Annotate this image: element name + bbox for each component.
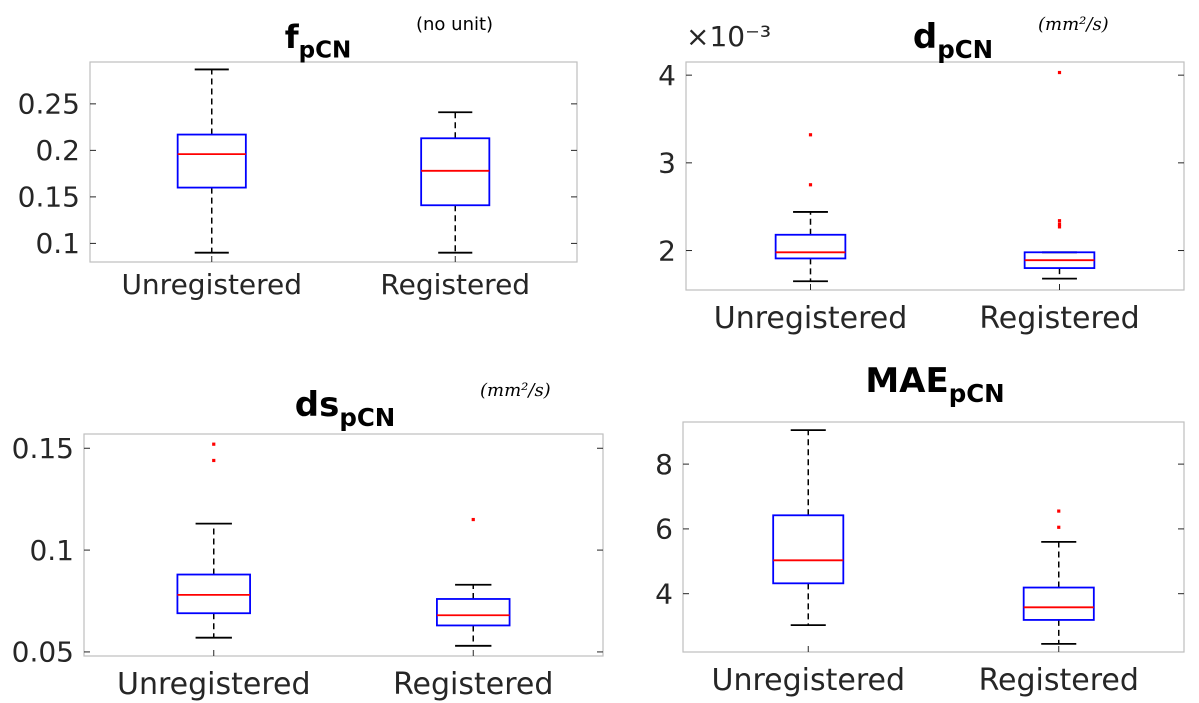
axis-exponent-label: ×10⁻³ [686, 20, 771, 53]
y-tick-label: 0.15 [18, 181, 80, 214]
chart-title: fpCN [285, 18, 352, 64]
axes-box [685, 61, 1185, 291]
outlier-point [212, 458, 216, 463]
chart-panel-2: 2 3 4 Unregistered Registered dpCN (mm²/s) ×10⁻… [658, 14, 1185, 336]
title-subscript: pCN [937, 35, 993, 64]
y-tick-label: 6 [655, 513, 673, 546]
title-main: f [285, 18, 300, 56]
x-category-label: Unregistered [711, 663, 905, 698]
chart-panel-4: 4 6 8 Unregistered Registered MAEpCN [655, 361, 1185, 698]
x-category-label: Registered [979, 301, 1139, 336]
outlier-point [1057, 70, 1062, 75]
iqr-box [774, 233, 847, 260]
box-unregistered [774, 133, 847, 283]
box-unregistered [176, 68, 247, 254]
x-category-label: Registered [380, 268, 530, 301]
title-subscript: pCN [339, 403, 395, 432]
iqr-box [1022, 586, 1095, 621]
y-tick-label: 2 [658, 234, 676, 267]
title-subscript: pCN [299, 38, 352, 64]
chart-title: dspCN [295, 385, 396, 432]
y-tick-label: 0.25 [18, 88, 80, 121]
x-category-label: Unregistered [121, 268, 302, 301]
y-tick-label: 8 [655, 448, 673, 481]
outlier-point [1057, 225, 1062, 229]
title-main: d [913, 17, 937, 57]
box-registered [1023, 70, 1096, 280]
outlier-point [212, 442, 216, 446]
unit-label: (mm²/s) [480, 380, 551, 401]
y-tick-label: 0.1 [29, 534, 74, 567]
unit-label: (mm²/s) [1038, 14, 1109, 35]
x-category-label: Unregistered [117, 667, 311, 702]
unit-label: (no unit) [416, 14, 493, 35]
x-category-label: Registered [979, 663, 1139, 698]
x-category-label: Registered [393, 667, 553, 702]
chart-title: MAEpCN [865, 361, 1004, 408]
outlier-point [1057, 222, 1062, 226]
box-registered [420, 111, 491, 254]
box-registered [1022, 509, 1095, 645]
y-tick-label: 4 [658, 59, 676, 92]
y-tick-label: 0.15 [12, 432, 74, 465]
outlier-point [471, 517, 475, 522]
title-subscript: pCN [949, 379, 1005, 408]
chart-title: dpCN [913, 17, 993, 64]
iqr-box [420, 137, 491, 207]
y-tick-label: 4 [655, 577, 673, 610]
outlier-point [808, 133, 813, 137]
iqr-box [176, 573, 251, 615]
axes-box [682, 421, 1185, 653]
axes-box [83, 433, 604, 657]
y-tick-label: 0.05 [12, 636, 74, 669]
y-tick-label: 0.1 [35, 227, 80, 260]
title-main: ds [295, 385, 340, 425]
box-unregistered [772, 429, 845, 627]
outlier-point [1057, 509, 1061, 513]
y-tick-label: 3 [658, 147, 676, 180]
title-main: MAE [865, 361, 948, 401]
y-tick-label: 0.2 [35, 134, 80, 167]
outlier-point [808, 183, 813, 187]
box-unregistered [176, 442, 251, 639]
outlier-point [1057, 525, 1061, 529]
iqr-box [176, 133, 247, 189]
box-registered [436, 517, 511, 647]
chart-panel-1: 0.1 0.15 0.2 0.25 Unregistered Registered fpCN… [18, 14, 578, 301]
axes-box [89, 61, 578, 263]
x-category-label: Unregistered [714, 301, 908, 336]
iqr-box [772, 514, 845, 585]
iqr-box [436, 598, 511, 627]
outlier-point [1057, 219, 1062, 223]
chart-panel-3: 0.05 0.1 0.15 Unregistered Registered dspCN (m… [12, 380, 604, 702]
